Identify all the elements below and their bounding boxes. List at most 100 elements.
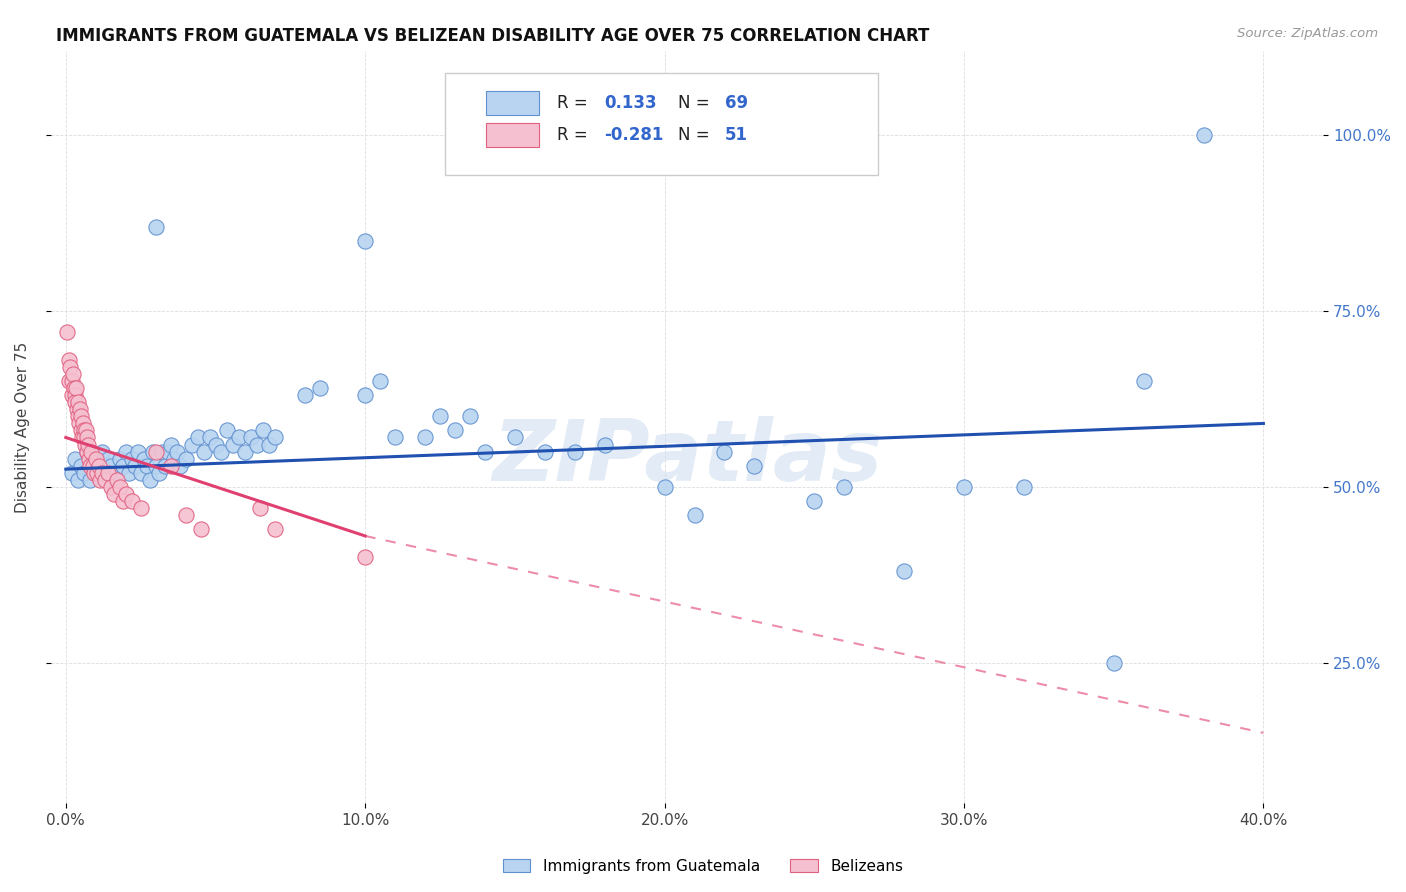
Point [65,381,87,395]
Text: N =: N = [678,95,716,112]
Point [93,473,115,487]
Point [228,430,250,444]
Point [72,430,94,444]
Point [129,466,152,480]
FancyBboxPatch shape [486,91,540,115]
Point [246,437,269,451]
Point [186,430,208,444]
Point [444,424,467,438]
Legend: Immigrants from Guatemala, Belizeans: Immigrants from Guatemala, Belizeans [496,853,910,880]
Point [60,388,83,402]
Text: 69: 69 [725,95,748,112]
Point [69,402,91,417]
Point [100,458,122,473]
Point [1102,656,1125,670]
Point [93,466,115,480]
Point [127,444,149,458]
Point [309,381,332,395]
Point [893,564,915,578]
Point [73,466,96,480]
Point [118,466,141,480]
Point [90,444,112,458]
Point [142,444,165,458]
Point [60,374,83,388]
Point [235,444,257,458]
Point [148,466,170,480]
Point [97,466,120,480]
Point [162,451,184,466]
Point [124,458,146,473]
Point [69,424,91,438]
Point [75,437,97,451]
Point [58,374,80,388]
FancyBboxPatch shape [446,73,877,175]
Text: ZIPatlas: ZIPatlas [492,416,882,499]
Point [240,430,263,444]
Point [354,550,377,565]
Point [60,466,83,480]
Point [108,451,131,466]
Text: -0.281: -0.281 [605,126,664,144]
Point [169,458,191,473]
Point [90,466,112,480]
Point [63,451,86,466]
Point [138,473,160,487]
Point [111,458,134,473]
Point [159,437,181,451]
Point [683,508,706,522]
Point [129,500,152,515]
Point [474,444,496,458]
Point [145,219,167,234]
Point [76,430,98,444]
Point [111,493,134,508]
Point [105,473,128,487]
Point [135,458,157,473]
Text: Source: ZipAtlas.com: Source: ZipAtlas.com [1237,27,1378,40]
Point [63,388,86,402]
Point [429,409,451,424]
Point [593,437,616,451]
Point [79,473,101,487]
Point [72,417,94,431]
Point [204,437,226,451]
Point [150,444,173,458]
Text: 51: 51 [725,126,748,144]
Point [193,444,215,458]
Point [132,451,155,466]
Point [354,234,377,248]
Point [76,444,98,458]
Point [156,444,179,458]
Point [174,451,197,466]
Point [458,409,481,424]
Point [84,451,107,466]
Point [198,430,221,444]
Text: N =: N = [678,126,716,144]
Point [744,458,766,473]
Point [249,500,271,515]
Point [180,437,202,451]
Point [77,451,100,466]
Point [1192,128,1215,142]
Point [82,451,104,466]
Point [79,458,101,473]
Point [80,444,103,458]
Point [803,493,825,508]
Point [87,458,110,473]
Point [832,480,855,494]
Point [69,458,91,473]
Point [97,451,120,466]
Point [217,424,239,438]
Point [159,458,181,473]
Point [259,437,281,451]
Point [413,430,436,444]
Point [65,395,87,409]
Point [264,430,287,444]
Text: R =: R = [557,126,593,144]
Text: 0.133: 0.133 [605,95,657,112]
Point [70,409,93,424]
Point [503,430,526,444]
Point [82,458,104,473]
FancyBboxPatch shape [486,123,540,147]
Point [174,508,197,522]
Point [252,424,274,438]
